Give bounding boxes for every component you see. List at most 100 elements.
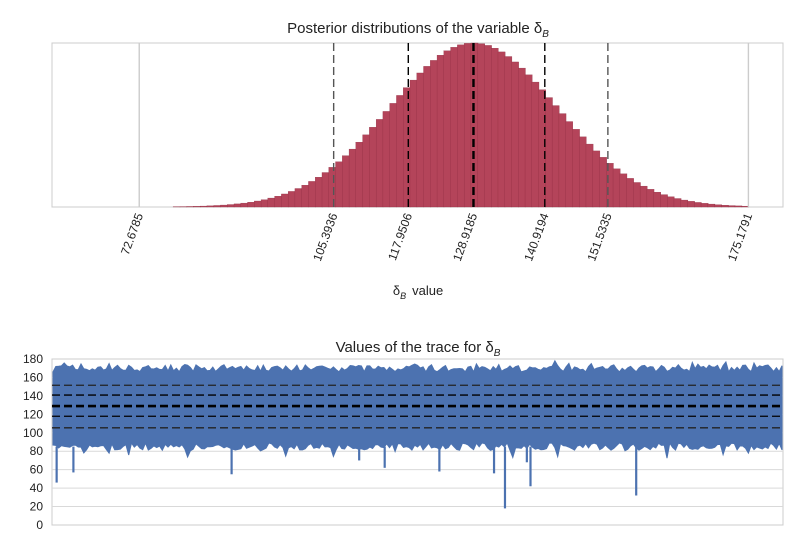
histogram-bar	[186, 206, 194, 208]
histogram-bar	[321, 172, 330, 208]
histogram-bar	[565, 121, 573, 208]
histogram-bar	[233, 203, 242, 208]
trace-reference-lines	[52, 384, 783, 429]
x-tick-label: 117.9506	[385, 211, 415, 262]
trace-title: Values of the trace for δB	[336, 339, 501, 359]
histogram-bar	[409, 79, 418, 208]
histogram-bar	[369, 127, 377, 208]
histogram-bar	[484, 45, 492, 208]
histogram-bar	[335, 161, 343, 208]
histogram-bar	[477, 43, 485, 208]
histogram-bar	[572, 129, 580, 208]
histogram-bar	[511, 61, 519, 208]
y-tick-label: 180	[23, 352, 43, 366]
histogram-bar	[227, 204, 235, 208]
histogram-bar	[619, 173, 628, 208]
histogram-bar	[545, 97, 553, 208]
histogram-bar	[551, 105, 560, 208]
histogram-bar	[301, 185, 309, 208]
histogram-bar	[599, 157, 607, 208]
histogram-bar	[389, 103, 397, 208]
y-tick-label: 60	[30, 463, 44, 477]
histogram-bar	[700, 203, 709, 208]
histogram-bar	[281, 193, 289, 208]
histogram-bar	[504, 56, 513, 208]
histogram-bar	[240, 202, 249, 208]
trace-band	[52, 359, 783, 460]
histogram-bar	[660, 194, 668, 208]
histogram-bar	[199, 205, 208, 208]
histogram-bar	[714, 204, 722, 208]
histogram-bar	[328, 167, 337, 208]
histogram-bar	[294, 188, 303, 208]
histogram-bar	[247, 202, 255, 208]
histogram-bar	[727, 205, 736, 208]
histogram-bar	[342, 155, 350, 208]
histogram-bar	[687, 201, 695, 208]
histogram-bar	[646, 189, 655, 208]
posterior-title: Posterior distributions of the variable …	[287, 20, 549, 40]
histogram-bar	[579, 136, 587, 208]
histogram-bar	[707, 203, 716, 208]
y-tick-label: 40	[30, 481, 44, 495]
histogram-bar	[348, 148, 357, 208]
histogram-bar	[193, 206, 201, 208]
x-tick-label: 105.3936	[310, 211, 340, 263]
histogram-bar	[308, 181, 316, 208]
histogram-bar	[315, 177, 323, 208]
histogram-bar	[403, 87, 411, 208]
histogram-bar	[382, 111, 391, 208]
histogram-bar	[254, 200, 262, 208]
histogram-bar	[416, 72, 425, 208]
histogram-bar	[396, 95, 404, 208]
y-tick-label: 140	[23, 389, 43, 403]
histogram-bars	[172, 42, 749, 208]
histogram-bar	[633, 182, 641, 208]
histogram-bar	[260, 199, 269, 208]
histogram-bar	[375, 119, 384, 208]
histogram-bar	[721, 205, 729, 208]
histogram-bar	[423, 66, 431, 208]
y-tick-label: 100	[23, 426, 43, 440]
x-tick-label: 140.9194	[521, 211, 551, 263]
histogram-bar	[694, 202, 702, 208]
posterior-chart: Posterior distributions of the variable …	[51, 20, 784, 301]
histogram-bar	[355, 141, 364, 208]
histogram-bar	[524, 74, 533, 208]
trace-y-tick-labels: 0 20 40 60 80 100 120 140 160 180	[23, 352, 43, 532]
histogram-bar	[673, 198, 682, 208]
y-tick-label: 160	[23, 370, 43, 384]
histogram-bar	[518, 67, 526, 208]
y-tick-label: 20	[30, 500, 44, 514]
histogram-bar	[362, 134, 370, 208]
histogram-bar	[267, 197, 276, 208]
x-tick-label: 72.6785	[118, 211, 146, 257]
histogram-bar	[497, 51, 506, 208]
histogram-bar	[531, 81, 540, 208]
x-tick-label: 151.5335	[584, 211, 614, 263]
histogram-bar	[653, 191, 661, 208]
histogram-bar	[220, 204, 228, 208]
histogram-bar	[443, 50, 452, 208]
histogram-bar	[213, 205, 222, 208]
histogram-bar	[436, 55, 445, 208]
trace-chart: Values of the trace for δB 0 20 40 60 80 100 1…	[23, 339, 784, 532]
x-tick-label: 128.9185	[450, 211, 480, 263]
histogram-bar	[667, 196, 675, 208]
histogram-bar	[430, 60, 438, 208]
histogram-bar	[592, 150, 601, 208]
posterior-reference-lines	[138, 43, 750, 207]
histogram-bar	[457, 44, 465, 208]
y-tick-label: 120	[23, 407, 43, 421]
histogram-bar	[558, 113, 567, 208]
histogram-bar	[612, 168, 621, 208]
y-tick-label: 80	[30, 444, 44, 458]
posterior-x-axis-label: δB value	[393, 283, 443, 301]
y-tick-label: 0	[36, 518, 43, 532]
histogram-bar	[274, 196, 282, 208]
histogram-bar	[639, 185, 648, 208]
histogram-bar	[206, 205, 215, 208]
histogram-bar	[585, 143, 594, 208]
histogram-bar	[626, 178, 634, 208]
histogram-bar	[491, 48, 499, 208]
